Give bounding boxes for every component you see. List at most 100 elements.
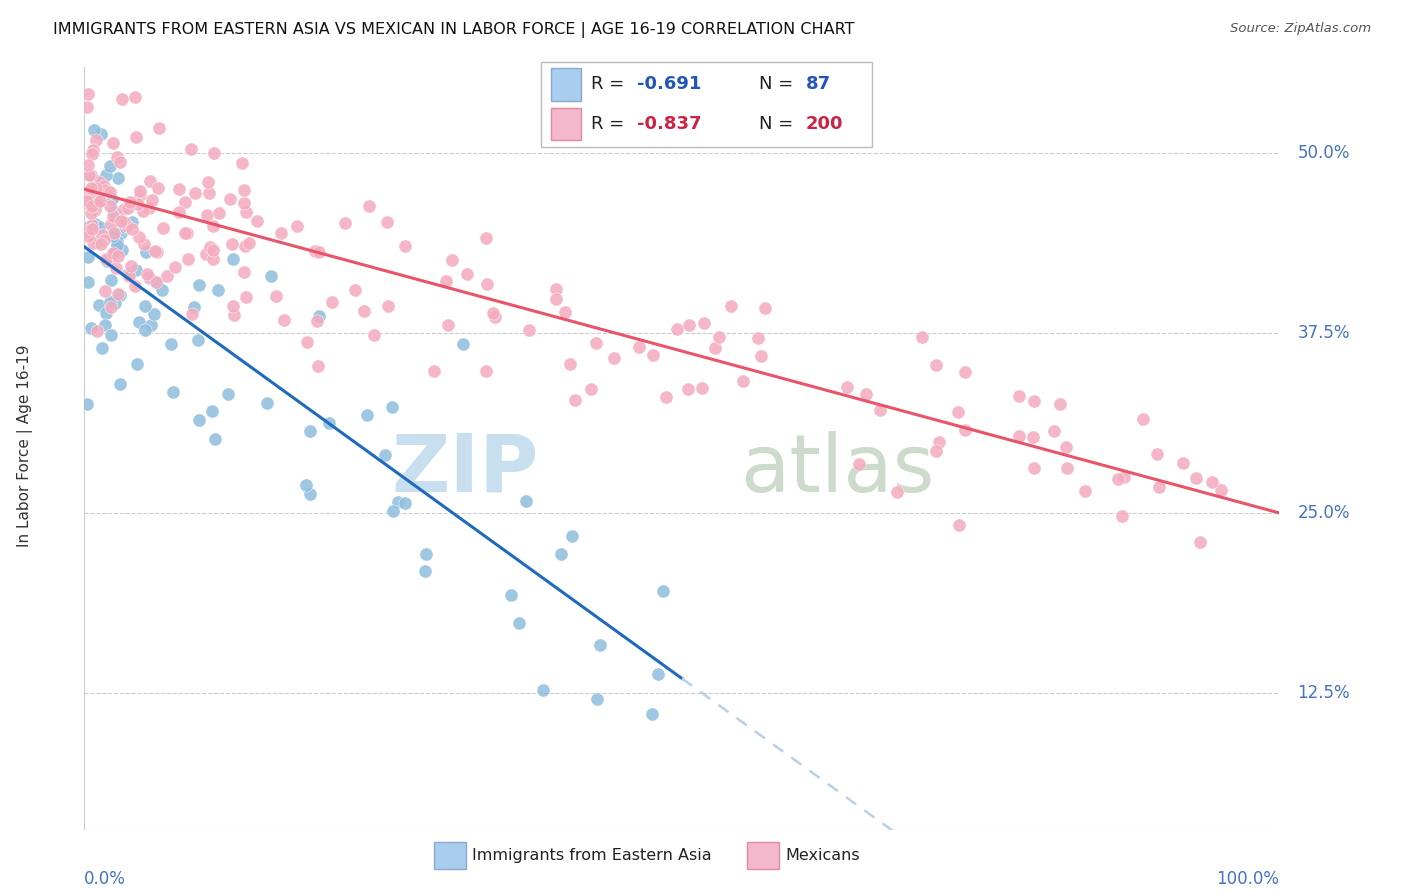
- Point: [77, 197, 100, 211]
- Point: [201, 404, 224, 418]
- Point: [953, 423, 976, 437]
- Point: [585, 335, 607, 350]
- Point: [107, 249, 129, 263]
- Point: [118, 269, 141, 284]
- Point: [83, 202, 105, 217]
- Point: [235, 205, 257, 219]
- Point: [1171, 456, 1194, 470]
- Point: [100, 273, 122, 287]
- Point: [82, 143, 104, 157]
- Point: [222, 299, 245, 313]
- Point: [589, 638, 612, 652]
- Point: [98, 185, 121, 199]
- Point: [80, 321, 103, 335]
- Point: [484, 310, 506, 324]
- Point: [754, 301, 776, 316]
- Point: [80, 181, 103, 195]
- Point: [375, 215, 398, 229]
- Point: [222, 252, 245, 266]
- Point: [148, 181, 170, 195]
- Point: [208, 206, 231, 220]
- Point: [394, 496, 416, 510]
- Point: [162, 384, 184, 399]
- Point: [434, 274, 457, 288]
- Point: [413, 564, 436, 578]
- Point: [195, 208, 218, 222]
- Point: [219, 192, 242, 206]
- Point: [544, 293, 567, 307]
- Point: [138, 270, 160, 285]
- Point: [96, 253, 118, 268]
- Point: [477, 277, 499, 291]
- Point: [134, 323, 156, 337]
- Point: [117, 268, 139, 282]
- Point: [105, 238, 128, 252]
- Point: [475, 231, 498, 245]
- Point: [451, 337, 474, 351]
- Point: [692, 316, 714, 330]
- Point: [731, 374, 754, 388]
- Point: [564, 393, 586, 408]
- Point: [76, 158, 98, 172]
- Point: [104, 295, 127, 310]
- Point: [359, 198, 381, 212]
- FancyBboxPatch shape: [551, 108, 581, 140]
- Point: [108, 155, 131, 169]
- Point: [101, 209, 124, 223]
- Text: 12.5%: 12.5%: [1298, 684, 1350, 702]
- Point: [561, 529, 583, 543]
- Point: [647, 667, 669, 681]
- Point: [141, 193, 163, 207]
- Point: [124, 279, 146, 293]
- Point: [105, 261, 128, 276]
- Point: [200, 240, 222, 254]
- Point: [124, 262, 146, 277]
- Point: [886, 485, 908, 500]
- Point: [1211, 483, 1233, 497]
- Point: [77, 250, 100, 264]
- Point: [690, 381, 713, 395]
- Point: [1107, 472, 1129, 486]
- Point: [333, 216, 356, 230]
- Point: [132, 204, 155, 219]
- Text: In Labor Force | Age 16-19: In Labor Force | Age 16-19: [17, 344, 34, 548]
- Point: [80, 199, 103, 213]
- Point: [508, 615, 530, 630]
- Point: [273, 312, 295, 326]
- Point: [100, 217, 122, 231]
- Point: [948, 518, 970, 533]
- Point: [1008, 389, 1031, 403]
- Point: [183, 300, 205, 314]
- Point: [86, 235, 108, 249]
- Point: [84, 196, 107, 211]
- Point: [77, 168, 100, 182]
- Point: [387, 495, 409, 509]
- Point: [394, 239, 416, 253]
- Point: [297, 334, 319, 349]
- Point: [848, 457, 870, 471]
- Point: [152, 221, 174, 235]
- Point: [356, 408, 378, 422]
- Point: [84, 186, 107, 201]
- Point: [652, 584, 675, 599]
- Point: [135, 244, 157, 259]
- Point: [93, 233, 115, 247]
- Point: [517, 323, 540, 337]
- Point: [145, 276, 167, 290]
- Point: [1112, 470, 1135, 484]
- Point: [308, 309, 330, 323]
- Point: [423, 364, 446, 378]
- Point: [174, 194, 197, 209]
- Point: [603, 351, 626, 365]
- Point: [110, 226, 132, 240]
- Point: [94, 318, 117, 333]
- Point: [501, 588, 523, 602]
- Point: [377, 299, 399, 313]
- Point: [167, 205, 190, 219]
- Point: [80, 168, 103, 182]
- Point: [232, 196, 254, 211]
- Point: [76, 192, 98, 206]
- Point: [127, 357, 149, 371]
- Point: [101, 224, 124, 238]
- Point: [703, 341, 725, 355]
